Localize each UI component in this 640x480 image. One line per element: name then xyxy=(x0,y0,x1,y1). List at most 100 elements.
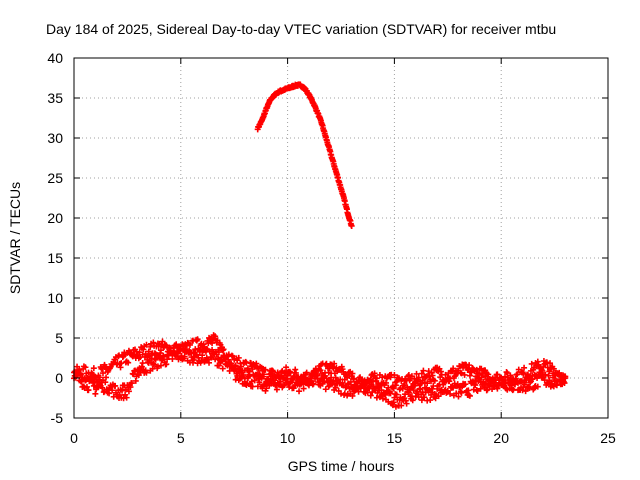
axis-ticks xyxy=(73,57,609,419)
data-point-marker xyxy=(402,391,409,398)
data-point-marker xyxy=(103,374,110,381)
data-point-marker xyxy=(314,372,321,379)
data-point-marker xyxy=(551,378,558,385)
data-point-marker xyxy=(164,356,171,363)
data-point-marker xyxy=(367,392,374,399)
data-point-marker xyxy=(240,371,247,378)
data-point-marker xyxy=(424,380,431,387)
data-point-marker xyxy=(90,365,97,372)
data-point-marker xyxy=(523,376,530,383)
data-point-marker xyxy=(290,385,297,392)
data-point-marker xyxy=(556,369,563,376)
chart-title: Day 184 of 2025, Sidereal Day-to-day VTE… xyxy=(46,21,556,37)
data-point-marker xyxy=(256,379,263,386)
data-point-marker xyxy=(328,374,335,381)
data-point-marker xyxy=(431,377,438,384)
data-point-marker xyxy=(427,397,434,404)
data-point-marker xyxy=(411,382,418,389)
data-point-marker xyxy=(85,387,92,394)
data-point-marker xyxy=(529,376,536,383)
data-point-marker xyxy=(559,379,566,386)
data-point-marker xyxy=(361,377,368,384)
data-point-marker xyxy=(317,367,324,374)
data-point-marker xyxy=(119,387,126,394)
y-axis-label: SDTVAR / TECUs xyxy=(7,182,23,294)
x-tick-label: 15 xyxy=(387,430,403,446)
data-point-marker xyxy=(78,378,85,385)
data-point-marker xyxy=(385,398,392,405)
data-point-marker xyxy=(99,384,106,391)
data-point-marker xyxy=(379,374,386,381)
data-point-marker xyxy=(302,371,309,378)
data-point-marker xyxy=(466,362,473,369)
data-point-marker xyxy=(522,388,529,395)
data-point-marker xyxy=(406,386,413,393)
y-tick-label: 30 xyxy=(47,130,63,146)
data-point-marker xyxy=(458,370,465,377)
data-point-marker xyxy=(363,380,370,387)
data-point-marker xyxy=(192,346,199,353)
data-point-marker xyxy=(486,382,493,389)
data-point-marker xyxy=(550,365,557,372)
data-point-marker xyxy=(213,351,220,358)
data-point-marker xyxy=(447,390,454,397)
y-tick-label: 0 xyxy=(55,370,63,386)
y-tick-label: 10 xyxy=(47,290,63,306)
data-point-marker xyxy=(235,354,242,361)
data-point-marker xyxy=(82,364,89,371)
y-tick-label: 5 xyxy=(55,330,63,346)
data-point-marker xyxy=(455,393,462,400)
data-point-marker xyxy=(177,347,184,354)
data-point-marker xyxy=(249,366,256,373)
data-point-marker xyxy=(238,363,245,370)
data-point-marker xyxy=(77,370,84,377)
data-point-marker xyxy=(291,374,298,381)
data-point-marker xyxy=(229,353,236,360)
data-point-marker xyxy=(128,380,135,387)
data-point-marker xyxy=(528,360,535,367)
data-point-marker xyxy=(507,372,514,379)
data-point-marker xyxy=(283,364,290,371)
data-point-marker xyxy=(300,385,307,392)
data-point-marker xyxy=(186,341,193,348)
data-point-marker xyxy=(123,394,130,401)
data-point-marker xyxy=(248,378,255,385)
x-tick-label: 5 xyxy=(177,430,185,446)
data-point-marker xyxy=(420,367,427,374)
data-point-marker xyxy=(494,371,501,378)
data-point-marker xyxy=(446,378,453,385)
y-tick-label: 25 xyxy=(47,170,63,186)
data-point-marker xyxy=(322,386,329,393)
data-point-marker xyxy=(466,392,473,399)
data-point-marker xyxy=(139,360,146,367)
data-point-marker xyxy=(542,371,549,378)
data-point-marker xyxy=(444,387,451,394)
data-point-marker xyxy=(350,375,357,382)
data-point-marker xyxy=(151,361,158,368)
data-point-marker xyxy=(193,351,200,358)
data-point-marker xyxy=(262,366,269,373)
data-point-marker xyxy=(349,370,356,377)
data-point-marker xyxy=(473,378,480,385)
data-point-marker xyxy=(154,363,161,370)
x-tick-label: 0 xyxy=(70,430,78,446)
x-axis-label: GPS time / hours xyxy=(288,458,395,474)
data-point-marker xyxy=(474,387,481,394)
data-point-marker xyxy=(208,354,215,361)
data-point-marker xyxy=(502,377,509,384)
series-2 xyxy=(71,345,569,410)
data-point-marker xyxy=(553,382,560,389)
data-point-marker xyxy=(369,389,376,396)
data-point-marker xyxy=(161,353,168,360)
data-point-marker xyxy=(440,381,447,388)
y-tick-label: -5 xyxy=(51,410,64,426)
data-point-marker xyxy=(251,377,258,384)
data-point-marker xyxy=(236,369,243,376)
data-point-marker xyxy=(99,370,106,377)
y-tick-label: 20 xyxy=(47,210,63,226)
data-point-marker xyxy=(401,381,408,388)
data-point-marker xyxy=(235,365,242,372)
data-point-marker xyxy=(173,341,180,348)
data-point-marker xyxy=(348,223,355,229)
